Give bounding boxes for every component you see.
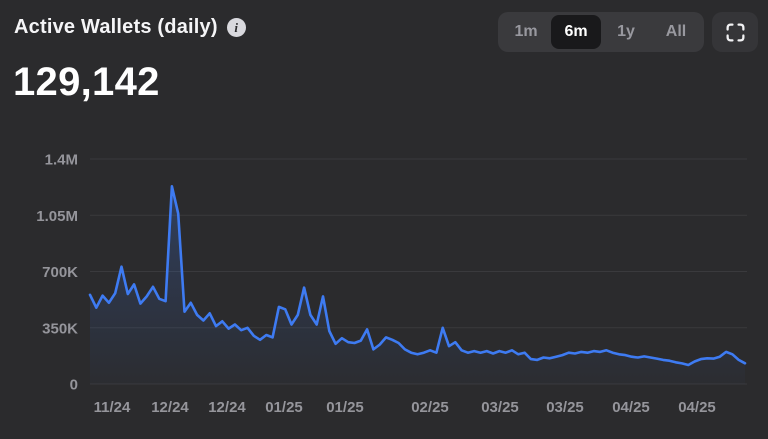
current-value: 129,142: [13, 60, 160, 104]
x-tick-label: 04/25: [612, 399, 650, 416]
fullscreen-button[interactable]: [712, 12, 758, 52]
x-tick-label: 03/25: [546, 399, 584, 416]
x-tick-label: 01/25: [265, 399, 303, 416]
info-icon[interactable]: i: [226, 18, 246, 37]
range-button-1y[interactable]: 1y: [601, 15, 651, 49]
range-button-1m[interactable]: 1m: [501, 15, 551, 49]
series-line: [88, 185, 747, 367]
x-tick-label: 02/25: [411, 399, 449, 416]
time-range-selector: 1m 6m 1y All: [498, 12, 704, 52]
x-tick-label: 03/25: [481, 399, 519, 416]
fullscreen-expand-icon: [725, 22, 745, 42]
chart-title-row: Active Wallets (daily) i: [14, 12, 246, 39]
x-tick-label: 01/25: [326, 399, 364, 416]
chart-controls: 1m 6m 1y All: [498, 12, 758, 52]
x-tick-label: 12/24: [151, 399, 189, 416]
y-tick-label: 1.05M: [36, 208, 78, 225]
y-tick-label: 700K: [42, 264, 78, 281]
x-tick-label: 04/25: [678, 399, 716, 416]
chart-area[interactable]: 1.4M 1.05M 700K 350K 0 11/24 12/24 12/24 01/25 01…: [0, 140, 768, 439]
y-tick-label: 350K: [42, 320, 78, 337]
range-button-6m[interactable]: 6m: [551, 15, 601, 49]
page-title: Active Wallets (daily): [14, 16, 218, 38]
y-tick-label: 0: [70, 377, 78, 394]
x-tick-label: 12/24: [208, 399, 246, 416]
line-chart[interactable]: 1.4M 1.05M 700K 350K 0 11/24 12/24 12/24 01/25 01…: [0, 140, 768, 439]
y-tick-label: 1.4M: [45, 152, 78, 169]
range-button-all[interactable]: All: [651, 15, 701, 49]
header: Active Wallets (daily) i 1m 6m 1y All: [0, 0, 768, 56]
x-tick-label: 11/24: [94, 399, 131, 416]
